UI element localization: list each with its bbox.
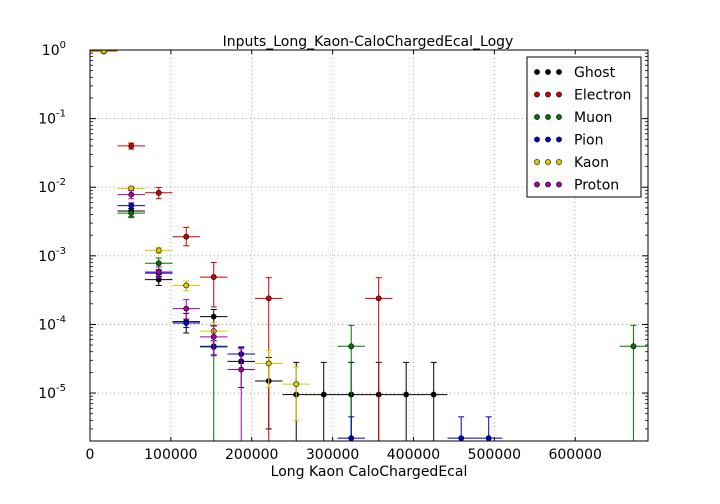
legend-marker [556,136,562,143]
y-tick-label: 10-4 [38,314,66,333]
legend: Ghost Electron Muon Pion Kaon Proton [526,56,642,198]
data-layer [90,50,648,441]
x-tick-label: 400000 [387,447,440,463]
x-tick-label: 0 [86,447,95,463]
legend-marker [545,91,551,98]
legend-entry: Electron [574,88,631,104]
legend-marker [534,136,540,143]
legend-entry: Kaon [574,155,609,171]
legend-marker [556,69,562,75]
axes-frame [89,49,649,442]
legend-marker [545,114,551,120]
data-point [183,282,190,289]
data-point [210,313,217,320]
data-point [430,391,437,398]
legend-marker [556,114,562,120]
data-point [348,435,355,441]
legend-marker [534,69,540,75]
data-point [265,360,272,367]
legend-box [526,56,642,198]
data-point [210,333,217,340]
series-proton [117,190,255,441]
data-point [128,210,135,216]
data-point [403,391,410,398]
data-point [155,269,162,275]
plot-area [90,50,648,441]
series-muon [117,207,648,441]
legend-marker [545,136,551,143]
data-point [183,305,190,312]
data-point [155,189,162,196]
legend-marker [556,91,562,98]
data-point [485,435,492,441]
chart-title: Inputs_Long_Kaon-CaloChargedEcal_Logy [223,34,514,50]
x-tick-label: 200000 [225,447,278,463]
data-point [183,320,190,326]
y-tick-label: 10-5 [38,383,66,402]
legend-entry: Muon [574,110,612,126]
data-point [320,391,327,398]
data-point [375,295,382,302]
legend-entry: Pion [574,133,603,149]
x-tick-label: 600000 [548,447,601,463]
data-point [210,274,217,280]
y-tick-label: 100 [42,40,66,59]
x-tick-label: 500000 [468,447,521,463]
data-point [630,343,637,350]
series-kaon [90,50,310,421]
data-point [155,247,162,254]
legend-marker [534,159,540,165]
legend-marker [545,181,551,188]
legend-marker [534,181,540,188]
legend-entry: Proton [574,178,619,194]
x-tick-label: 100000 [144,447,197,463]
x-axis-label: Long Kaon CaloChargedEcal [271,464,468,480]
data-point [128,202,135,209]
legend-marker [534,114,540,120]
data-point [348,343,355,350]
y-tick-label: 10-1 [38,109,66,128]
legend-entry: Ghost [574,65,616,81]
data-point [458,435,465,441]
legend-marker [545,159,551,165]
data-point [128,191,135,198]
data-point [293,381,300,388]
y-tick-label: 10-3 [38,246,66,265]
data-point [155,260,162,267]
axis-ticks: 0 100000 200000 300000 400000 500000 600000 10-… [38,40,648,463]
data-point [238,366,245,373]
y-tick-label: 10-2 [38,177,66,196]
legend-marker [534,91,540,98]
x-tick-label: 300000 [306,447,359,463]
legend-marker [545,69,551,75]
data-point [128,143,135,149]
data-point [100,50,107,55]
legend-marker [556,181,562,188]
data-point [183,233,190,240]
legend-marker [556,159,562,165]
data-point [265,295,272,302]
